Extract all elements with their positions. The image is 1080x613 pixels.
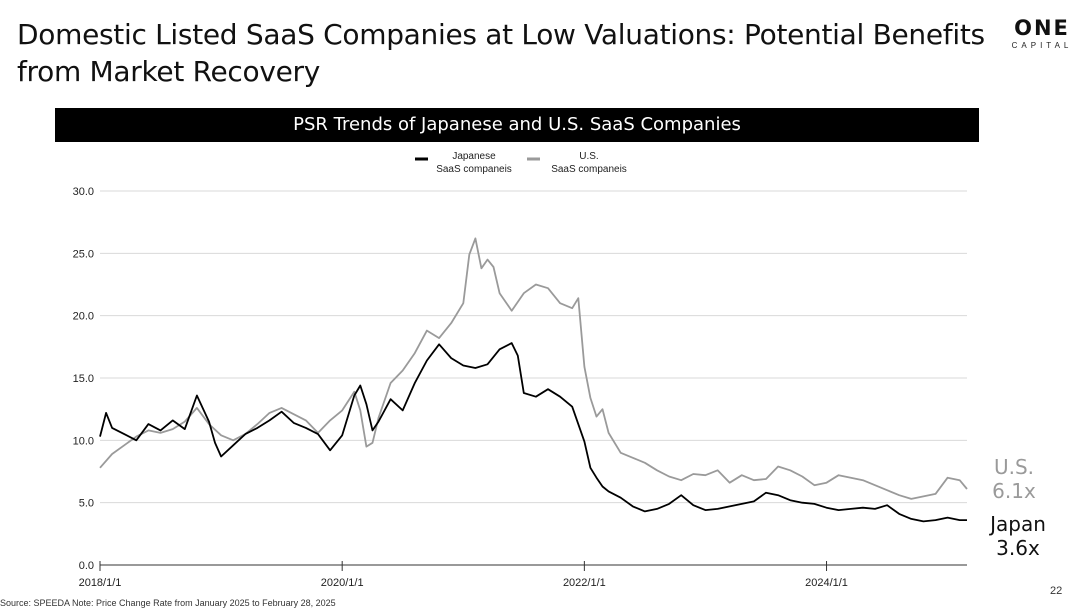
us-end-value: 6.1x [992, 479, 1036, 503]
one-capital-logo: ONE CAPITAL [1004, 16, 1080, 52]
legend-japan-label-line2: SaaS companeis [436, 164, 512, 175]
legend-japan-label-line1: Japanese [452, 151, 496, 162]
legend-us-label-line1: U.S. [579, 151, 598, 162]
series-line-japan [99, 342, 967, 523]
page-title: Domestic Listed SaaS Companies at Low Va… [17, 16, 987, 90]
legend: Japanese SaaS companeis U.S. SaaS companeis [415, 151, 627, 175]
page-number: 22 [1050, 585, 1063, 597]
legend-us-label-line2: SaaS companeis [551, 164, 627, 175]
grid-layer [100, 190, 967, 504]
title-line-1: Domestic Listed SaaS Companies at Low Va… [17, 18, 985, 51]
japan-end-name: Japan [990, 512, 1046, 536]
x-tick-label: 2024/1/1 [805, 577, 848, 589]
x-tick-label: 2022/1/1 [563, 577, 606, 589]
y-tick-label: 5.0 [79, 498, 94, 510]
series-line-us [99, 237, 968, 500]
y-tick-label: 15.0 [73, 373, 94, 385]
x-tick-label: 2018/1/1 [79, 577, 122, 589]
y-tick-label: 30.0 [73, 186, 94, 198]
logo-main-text: ONE [1014, 16, 1070, 40]
us-end-name: U.S. [993, 455, 1035, 479]
japan-end-label: Japan 3.6x [978, 512, 1058, 560]
title-line-2: from Market Recovery [17, 55, 321, 88]
us-end-label: U.S. 6.1x [985, 455, 1043, 503]
y-tick-label: 25.0 [73, 248, 94, 260]
axis-layer: 0.0 5.0 10.0 15.0 20.0 25.0 30.0 2018/1/1 2020/1… [73, 186, 967, 589]
y-tick-label: 10.0 [73, 435, 94, 447]
psr-line-chart: 0.0 5.0 10.0 15.0 20.0 25.0 30.0 2018/1/1 2020/1… [73, 151, 968, 589]
y-tick-label: 0.0 [79, 560, 94, 572]
chart-title-banner: PSR Trends of Japanese and U.S. SaaS Com… [55, 108, 979, 142]
y-tick-label: 20.0 [73, 311, 94, 323]
japan-end-value: 3.6x [996, 536, 1040, 560]
x-tick-label: 2020/1/1 [321, 577, 364, 589]
source-note: Source: SPEEDA Note: Price Change Rate f… [0, 598, 336, 608]
series-layer [99, 237, 968, 523]
logo-sub-text: CAPITAL [1011, 41, 1073, 50]
